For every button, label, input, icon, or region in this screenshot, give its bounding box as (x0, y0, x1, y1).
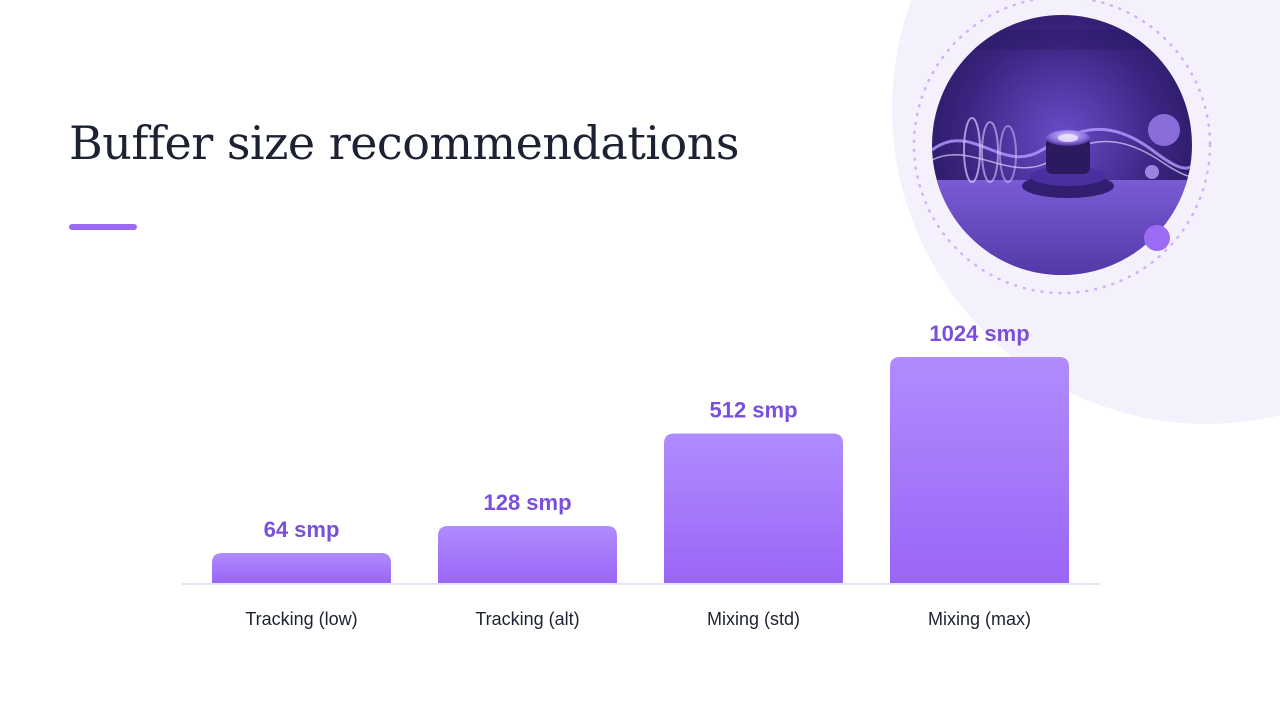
x-axis-category-label: Mixing (max) (928, 609, 1031, 629)
x-axis-category-label: Tracking (alt) (475, 609, 579, 629)
page-title: Buffer size recommendations (69, 116, 739, 170)
x-axis-category-label: Mixing (std) (707, 609, 800, 629)
bar-value-label: 64 smp (264, 517, 340, 542)
bar-value-label: 1024 smp (929, 321, 1029, 346)
chart-bars: 64 smp Tracking (low) 128 smp Tracking (alt… (212, 321, 1069, 629)
audio-knob-illustration-icon (912, 0, 1212, 295)
title-accent-underline (69, 224, 137, 230)
x-axis-category-label: Tracking (low) (245, 609, 357, 629)
chart-bar (890, 357, 1069, 583)
chart-bar (664, 433, 843, 583)
chart-bar (212, 553, 391, 583)
chart-bar (438, 525, 617, 583)
bar-value-label: 128 smp (483, 490, 571, 515)
bar-value-label: 512 smp (709, 398, 797, 423)
